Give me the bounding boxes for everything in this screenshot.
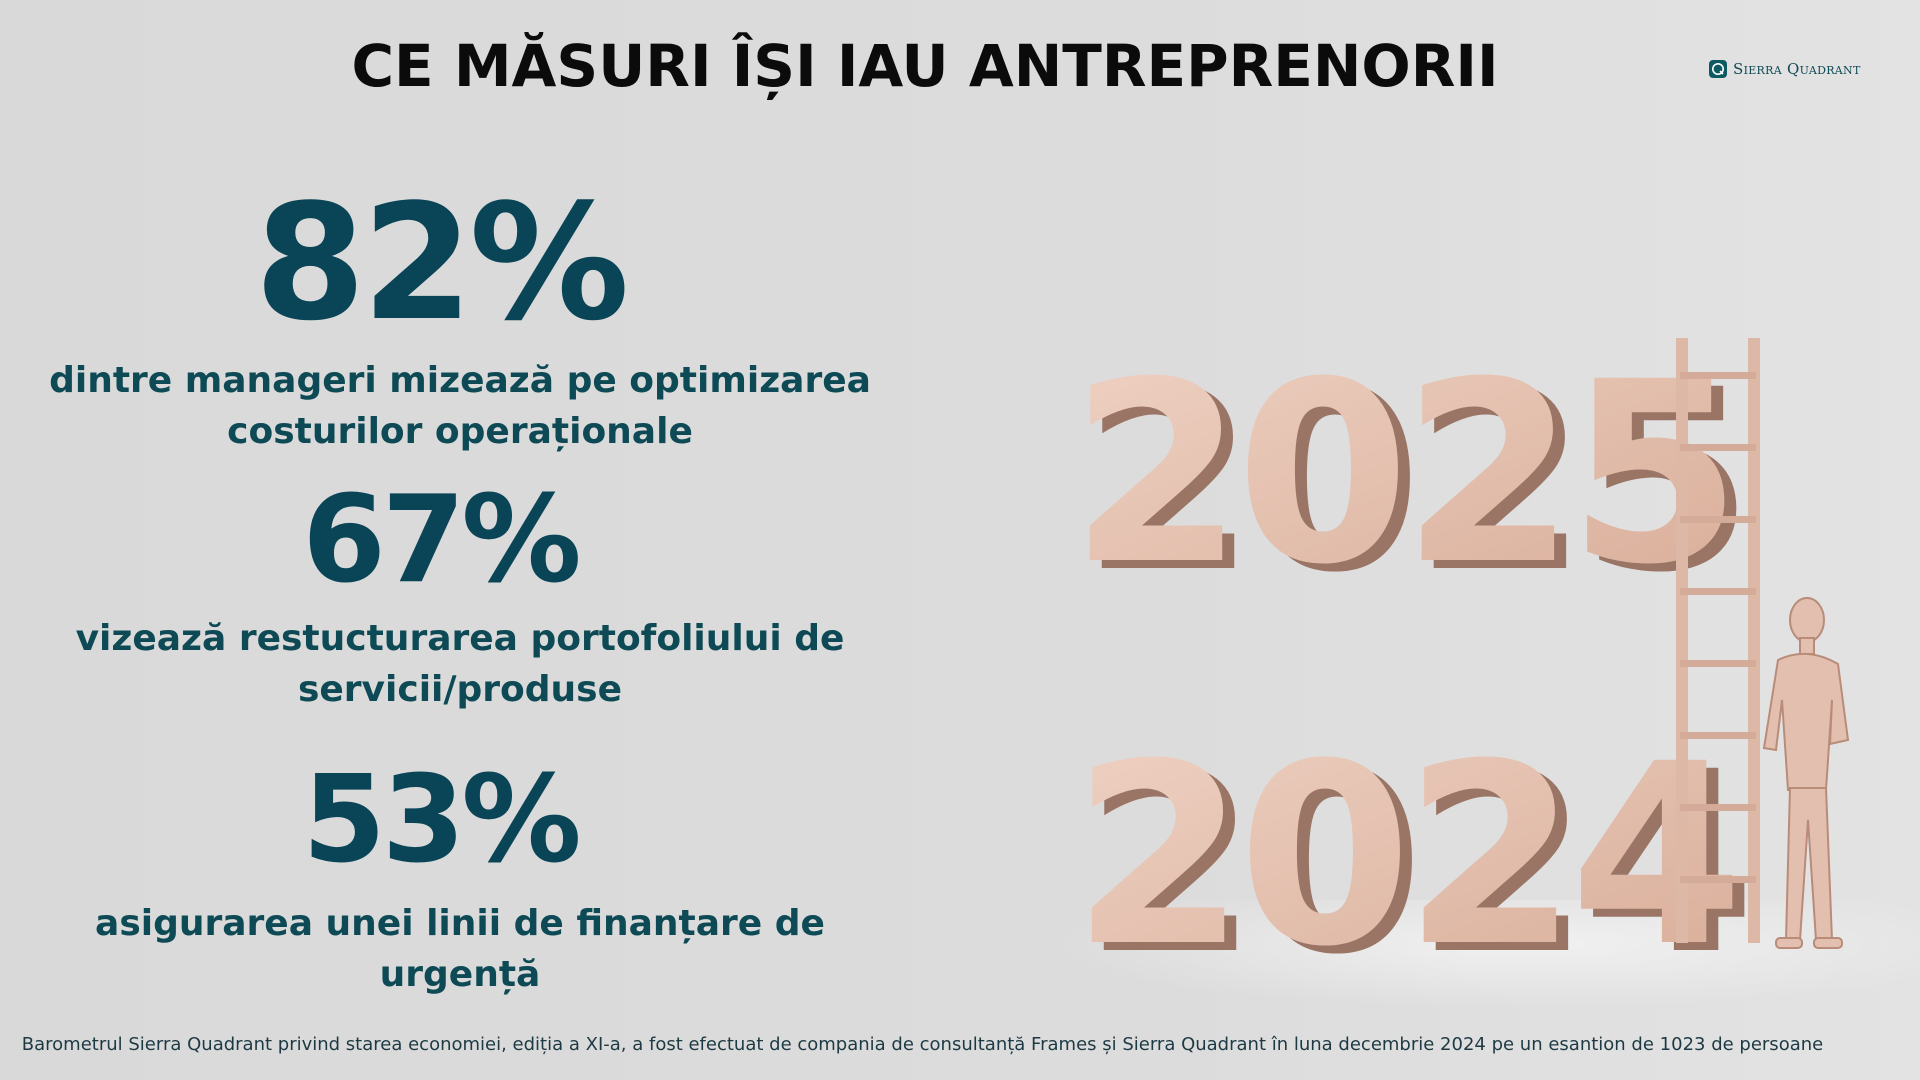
brand-logo: Sierra Quadrant <box>1708 59 1861 79</box>
logo-icon <box>1709 60 1727 78</box>
page-title: CE MĂSURI ÎȘI IAU ANTREPRENORII <box>351 32 1499 100</box>
year-bottom-shadow: 2024 <box>1084 718 1748 1009</box>
stat-description-2: vizează restucturarea portofoliului de s… <box>20 613 900 715</box>
businessman-figure-icon <box>1762 597 1850 949</box>
logo-text: Sierra Quadrant <box>1733 60 1861 78</box>
year-top-shadow: 2025 <box>1082 336 1746 627</box>
year-top: 2025 <box>1070 328 1734 619</box>
stat-value-2: 67% <box>302 471 581 610</box>
stat-description-3-line-1: asigurarea unei linii de finanțare de ur… <box>95 903 825 995</box>
stat-description-1: dintre manageri mizează pe optimizarea c… <box>20 355 900 457</box>
footer-note: Barometrul Sierra Quadrant privind stare… <box>21 1034 1824 1055</box>
year-bottom: 2024 <box>1072 710 1736 1001</box>
years-ladder-illustration: 2025 2025 2024 2024 <box>1070 328 1850 1009</box>
stat-description-2-line-2: servicii/produse <box>297 669 623 710</box>
floor-shadow <box>1040 900 1920 1010</box>
stat-value-3: 53% <box>302 751 581 890</box>
ladder-icon <box>1676 338 1760 943</box>
stat-description-3: asigurarea unei linii de finanțare de ur… <box>20 898 900 1000</box>
stat-description-1-line-2: costurilor operaționale <box>227 411 693 452</box>
stat-value-1: 82% <box>254 169 630 356</box>
stat-description-1-line-1: dintre manageri mizează pe optimizarea <box>49 360 871 401</box>
stat-description-2-line-1: vizează restucturarea portofoliului de <box>75 618 845 659</box>
